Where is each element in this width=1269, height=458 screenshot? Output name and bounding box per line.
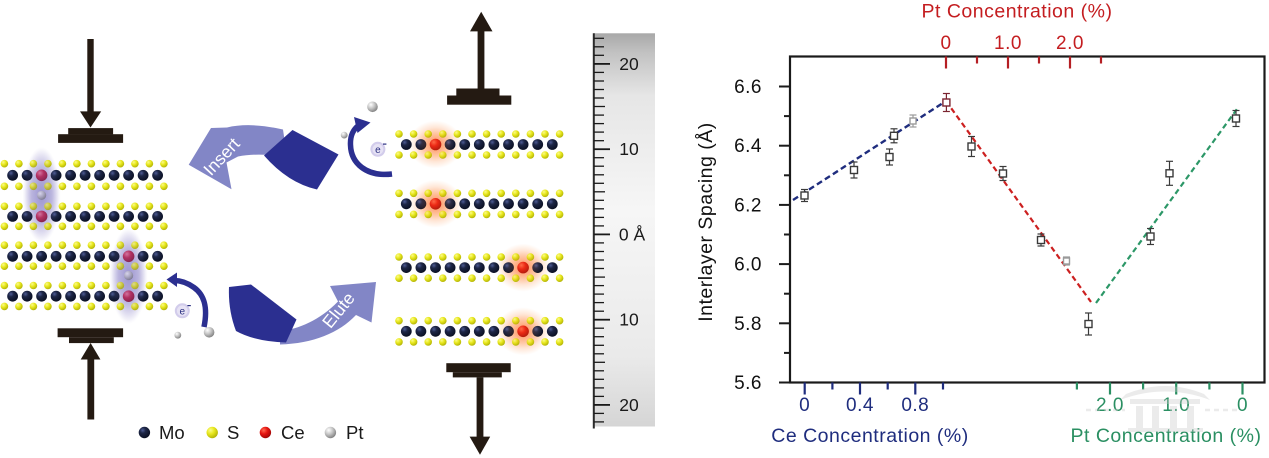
svg-text:6.4: 6.4 [734, 136, 762, 157]
svg-text:10: 10 [619, 139, 639, 159]
svg-text:5.6: 5.6 [734, 373, 762, 394]
svg-text:Ce Concentration (%): Ce Concentration (%) [771, 425, 969, 447]
svg-text:S: S [227, 422, 239, 443]
svg-text:6.0: 6.0 [734, 255, 762, 276]
svg-text:Ce: Ce [281, 422, 305, 443]
svg-text:Pt Concentration (%): Pt Concentration (%) [1071, 425, 1262, 447]
svg-text:0: 0 [940, 33, 951, 54]
svg-text:0.4: 0.4 [846, 395, 874, 416]
svg-text:e: e [180, 306, 186, 317]
svg-text:e: e [375, 145, 381, 156]
svg-text:0.8: 0.8 [901, 395, 929, 416]
svg-text:0: 0 [1237, 395, 1248, 416]
svg-text:20: 20 [619, 54, 639, 74]
svg-text:Interlayer Spacing (Å): Interlayer Spacing (Å) [694, 122, 717, 322]
svg-text:2.0: 2.0 [1096, 395, 1124, 416]
svg-text:1.0: 1.0 [994, 33, 1022, 54]
svg-text:6.2: 6.2 [734, 195, 762, 216]
svg-text:1.0: 1.0 [1162, 395, 1190, 416]
svg-text:Mo: Mo [159, 422, 185, 443]
svg-text:2.0: 2.0 [1056, 33, 1084, 54]
svg-text:10: 10 [619, 310, 639, 330]
svg-text:Pt Concentration (%): Pt Concentration (%) [922, 1, 1113, 23]
svg-text:5.8: 5.8 [734, 314, 762, 335]
svg-text:6.6: 6.6 [734, 77, 762, 98]
svg-text:20: 20 [619, 395, 639, 415]
svg-text:0 Å: 0 Å [619, 224, 646, 244]
svg-text:0: 0 [799, 395, 810, 416]
svg-text:Pt: Pt [346, 422, 363, 443]
